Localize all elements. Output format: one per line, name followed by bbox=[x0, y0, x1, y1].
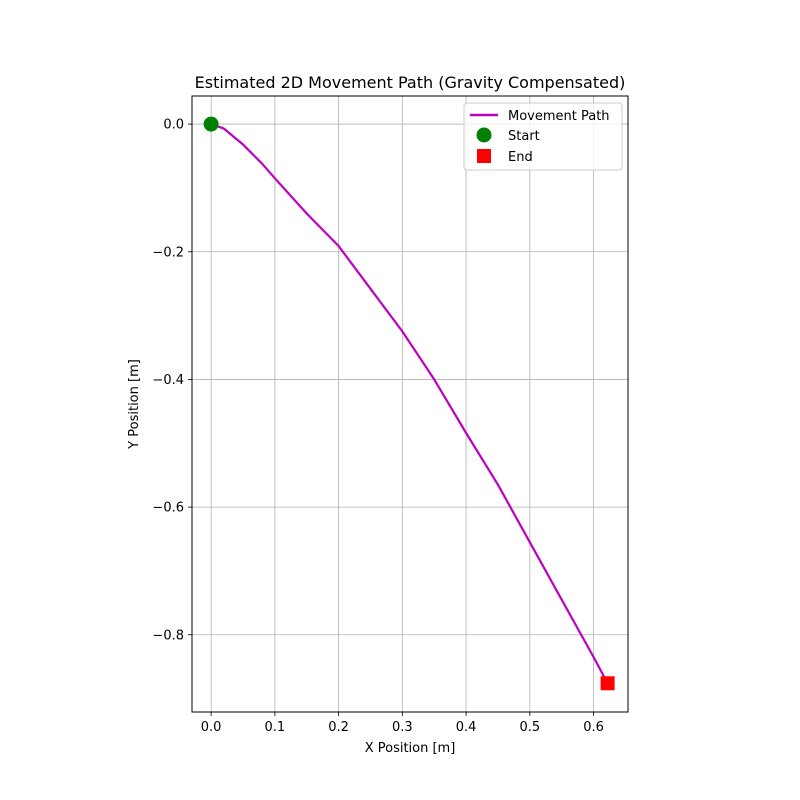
legend: Movement Path Start End bbox=[463, 102, 623, 171]
x-tick-label: 0.1 bbox=[265, 720, 286, 735]
plot-area-frame bbox=[191, 95, 629, 713]
y-tick-label: −0.8 bbox=[152, 628, 184, 643]
movement-path-line bbox=[210, 123, 609, 684]
plot-series bbox=[203, 116, 615, 691]
y-tick-label: −0.2 bbox=[152, 245, 184, 260]
chart-title: Estimated 2D Movement Path (Gravity Comp… bbox=[195, 73, 626, 92]
x-tick-label: 0.3 bbox=[392, 720, 413, 735]
start-marker bbox=[203, 116, 219, 132]
x-tick-label: 0.5 bbox=[519, 720, 540, 735]
y-axis-title: Y Position [m] bbox=[127, 359, 142, 450]
y-tick-label: −0.6 bbox=[152, 501, 184, 516]
grid bbox=[192, 96, 628, 712]
y-tick-label: 0.0 bbox=[163, 118, 184, 133]
x-tick-label: 0.0 bbox=[201, 720, 222, 735]
legend-end-marker bbox=[477, 149, 491, 163]
x-axis-title: X Position [m] bbox=[365, 741, 456, 756]
x-tick-label: 0.2 bbox=[328, 720, 349, 735]
axis-ticks: 0.0 0.1 0.2 0.3 0.4 0.5 0.6 0.0 −0.2 −0.4 −0.6 −0.8 bbox=[152, 118, 604, 735]
legend-start-marker bbox=[476, 127, 492, 143]
end-marker bbox=[600, 676, 615, 691]
x-tick-label: 0.4 bbox=[456, 720, 477, 735]
x-tick-label: 0.6 bbox=[583, 720, 604, 735]
y-tick-label: −0.4 bbox=[152, 373, 184, 388]
legend-frame bbox=[463, 102, 623, 171]
legend-label-movement-path: Movement Path bbox=[508, 109, 610, 124]
legend-label-end: End bbox=[508, 150, 533, 165]
legend-label-start: Start bbox=[508, 129, 540, 144]
